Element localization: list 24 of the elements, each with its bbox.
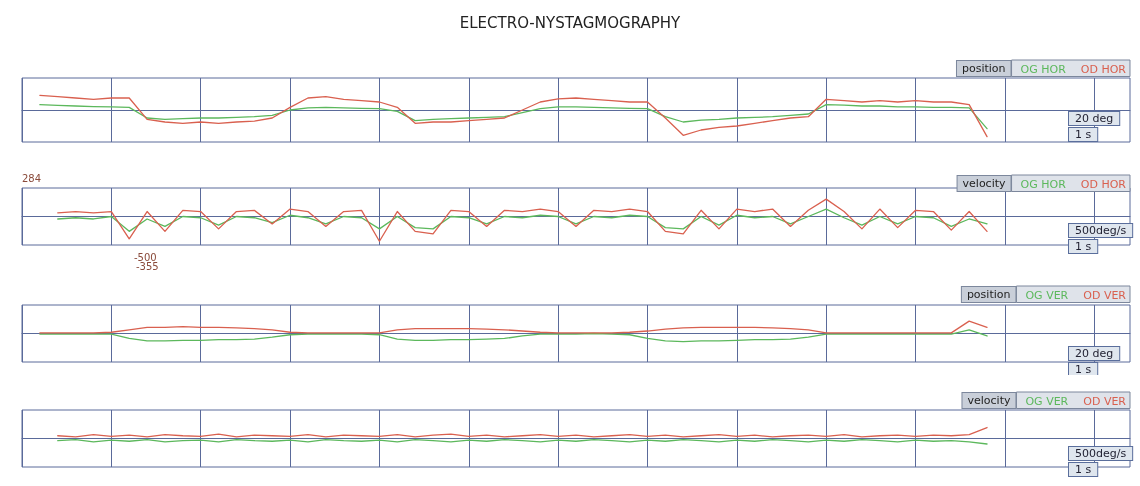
annotation: 1 s [1075, 240, 1092, 253]
text: 1 s [1075, 463, 1092, 476]
text: OD VER [1083, 394, 1127, 408]
annotation: 500deg/s [1075, 224, 1127, 237]
text: OG HOR [1020, 62, 1067, 76]
text: 500deg/s [1075, 447, 1127, 460]
text: 284 [22, 172, 42, 184]
legend-title: position [961, 62, 1006, 75]
legend-title: velocity [967, 394, 1011, 407]
text: -500 [134, 251, 157, 263]
text: OG HOR [1020, 177, 1067, 191]
text: OG VER [1025, 394, 1069, 408]
text: 20 deg [1075, 347, 1114, 360]
legend-title: velocity [962, 177, 1007, 190]
text: OD HOR [1080, 62, 1127, 76]
annotation: 1 s [1075, 128, 1092, 141]
chart-title: ELECTRO-NYSTAGMOGRAPHY [459, 13, 682, 32]
text: OD HOR [1080, 177, 1127, 191]
legend-title: position [966, 288, 1011, 301]
annotation: 20 deg [1075, 112, 1114, 125]
text: OD VER [1083, 288, 1127, 302]
text: 1 s [1075, 363, 1092, 376]
text: OG VER [1025, 288, 1069, 302]
text: -355 [136, 260, 159, 272]
